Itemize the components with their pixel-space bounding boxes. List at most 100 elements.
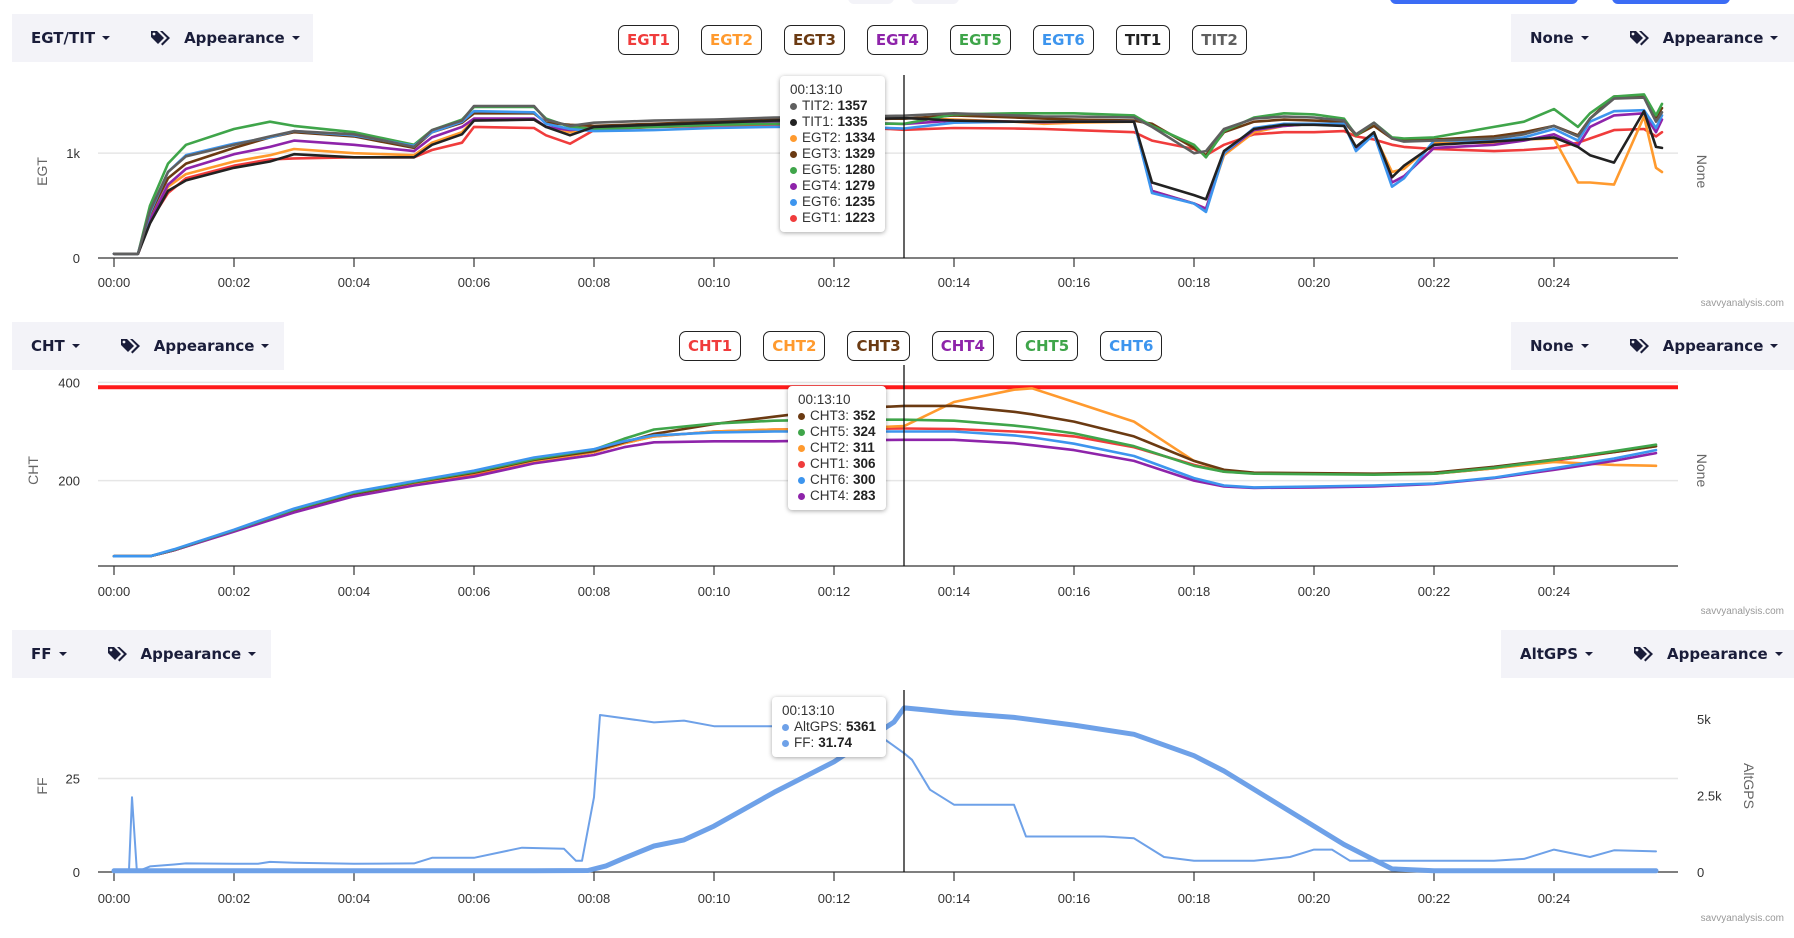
x-tick-label: 00:08 [578, 275, 611, 290]
tags-icon [1629, 31, 1649, 46]
tooltip-series-value: 352 [853, 408, 876, 423]
x-tick-label: 00:12 [818, 275, 851, 290]
tooltip-row: FF: 31.74 [782, 735, 876, 751]
series-chip-tit1[interactable]: TIT1 [1115, 25, 1171, 55]
x-tick-label: 00:10 [698, 584, 731, 599]
x-tick-label: 00:04 [338, 891, 371, 906]
series-chip-cht1[interactable]: CHT1 [679, 331, 742, 361]
series-chip-egt1[interactable]: EGT1 [618, 25, 679, 55]
cht-right-axis-select[interactable]: None [1530, 337, 1589, 355]
ff-series-select-label: FF [31, 645, 52, 663]
tooltip-series-name: EGT1: [802, 210, 842, 225]
x-tick-label: 00:06 [458, 275, 491, 290]
x-tick-label: 00:12 [818, 584, 851, 599]
y-right-tick-label: 2.5k [1697, 788, 1722, 803]
tooltip-series-value: 1329 [845, 146, 876, 161]
series-dot-icon [782, 723, 789, 731]
chevron-down-icon [1770, 344, 1779, 348]
y-tick-label: 0 [73, 251, 80, 266]
egt-series-select[interactable]: EGT/TIT [31, 29, 111, 47]
series-dot-icon [790, 118, 797, 126]
cht-series-select[interactable]: CHT [31, 337, 80, 355]
top-button-gray-1[interactable] [848, 0, 894, 4]
tooltip-series-name: FF: [794, 735, 815, 750]
series-chip-egt5[interactable]: EGT5 [949, 25, 1011, 55]
x-tick-label: 00:22 [1418, 275, 1451, 290]
cht-right-appearance-dropdown[interactable]: Appearance [1629, 337, 1779, 355]
x-tick-label: 00:18 [1178, 891, 1211, 906]
cht-tooltip: 00:13:10 CHT3: 352 CHT5: 324 CHT2: 311 CHT1: 306… [788, 386, 886, 510]
tooltip-row: CHT5: 324 [798, 424, 876, 440]
tooltip-series-name: EGT5: [802, 162, 842, 177]
y-right-axis-title: AltGPS [1741, 763, 1757, 809]
tags-icon [107, 647, 127, 662]
chevron-down-icon [1774, 652, 1783, 656]
right-axis-select-label: None [1530, 337, 1574, 355]
series-chip-cht6[interactable]: CHT6 [1100, 331, 1163, 361]
y-axis-title: FF [34, 777, 50, 794]
altgps-right-appearance-dropdown[interactable]: Appearance [1633, 645, 1783, 663]
top-button-blue-2[interactable] [1612, 0, 1730, 4]
tooltip-series-value: 283 [853, 488, 876, 503]
x-tick-label: 00:14 [938, 584, 971, 599]
x-tick-label: 00:22 [1418, 891, 1451, 906]
x-tick-label: 00:14 [938, 275, 971, 290]
series-chip-egt6[interactable]: EGT6 [1032, 25, 1094, 55]
series-line-altgps [111, 705, 1659, 874]
series-chip-egt2[interactable]: EGT2 [700, 25, 762, 55]
series-line-tit2 [112, 96, 1664, 256]
series-chip-tit2[interactable]: TIT2 [1192, 25, 1247, 55]
series-line-tit1 [112, 109, 1664, 256]
y-tick-label: 200 [58, 474, 80, 489]
altgps-right-axis-select[interactable]: AltGPS [1520, 645, 1594, 663]
series-chip-cht3[interactable]: CHT3 [847, 331, 910, 361]
tooltip-series-value: 1357 [837, 98, 868, 113]
tags-icon [120, 339, 140, 354]
x-tick-label: 00:18 [1178, 584, 1211, 599]
x-tick-label: 00:04 [338, 584, 371, 599]
top-button-gray-2[interactable] [911, 0, 959, 4]
x-tick-label: 00:06 [458, 891, 491, 906]
y-tick-label: 1k [66, 146, 80, 161]
appearance-label: Appearance [140, 645, 242, 663]
cht-left-toolbar: CHT Appearance [12, 322, 284, 370]
chevron-down-icon [261, 344, 270, 348]
egt-right-appearance-dropdown[interactable]: Appearance [1629, 29, 1779, 47]
series-chip-cht5[interactable]: CHT5 [1015, 331, 1079, 361]
tooltip-series-name: AltGPS: [794, 719, 843, 734]
altgps-right-toolbar: AltGPS Appearance [1501, 630, 1794, 678]
tooltip-row: CHT3: 352 [798, 408, 876, 424]
series-chip-egt3[interactable]: EGT3 [783, 25, 845, 55]
egt-appearance-dropdown[interactable]: Appearance [150, 29, 300, 47]
tooltip-row: CHT6: 300 [798, 472, 876, 488]
chevron-down-icon [1580, 344, 1589, 348]
series-dot-icon [782, 739, 789, 747]
series-dot-icon [798, 412, 805, 420]
y-tick-label: 25 [66, 772, 80, 787]
credit-text: savvyanalysis.com [1701, 606, 1784, 617]
egt-right-axis-select[interactable]: None [1530, 29, 1589, 47]
appearance-label: Appearance [1662, 29, 1764, 47]
credit-text: savvyanalysis.com [1701, 298, 1784, 309]
cht-right-toolbar: None Appearance [1511, 322, 1794, 370]
ff-series-select[interactable]: FF [31, 645, 67, 663]
tags-icon [1629, 339, 1649, 354]
cht-appearance-dropdown[interactable]: Appearance [120, 337, 270, 355]
top-button-blue-1[interactable] [1390, 0, 1578, 4]
x-tick-label: 00:00 [98, 584, 131, 599]
series-chip-egt4[interactable]: EGT4 [866, 25, 928, 55]
ff-appearance-dropdown[interactable]: Appearance [107, 645, 257, 663]
series-dot-icon [790, 150, 797, 158]
chevron-down-icon [1770, 36, 1779, 40]
series-line-egt5 [112, 93, 1664, 256]
egt-chart[interactable]: 0 1k EGT None 00:00 00:02 00:04 00:06 00:08 00:10… [0, 0, 1794, 310]
x-tick-label: 00:22 [1418, 584, 1451, 599]
chevron-down-icon [291, 36, 300, 40]
ff-left-toolbar: FF Appearance [12, 630, 271, 678]
tooltip-series-name: CHT1: [810, 456, 850, 471]
egt-tooltip: 00:13:10 TIT2: 1357 TIT1: 1335 EGT2: 1334 EGT3:… [780, 76, 886, 232]
series-chip-cht4[interactable]: CHT4 [931, 331, 994, 361]
series-chip-cht2[interactable]: CHT2 [763, 331, 826, 361]
